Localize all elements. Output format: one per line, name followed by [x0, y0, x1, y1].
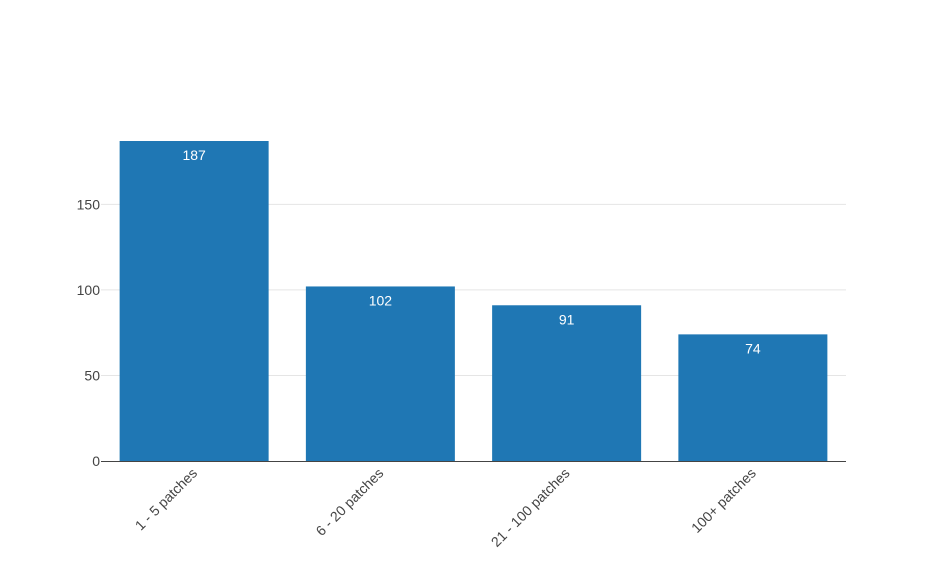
bar-value-label: 74 [745, 340, 761, 356]
data-labels: 187 102 91 74 [182, 147, 760, 356]
bar-value-label: 187 [182, 147, 206, 163]
bar [678, 334, 828, 461]
y-tick-label: 100 [77, 282, 101, 298]
y-tick-label: 150 [77, 196, 101, 212]
x-tick-label: 6 - 20 patches [312, 465, 386, 539]
bar [492, 305, 642, 461]
bars [119, 141, 828, 461]
x-tick-label: 21 - 100 patches [488, 465, 573, 550]
bar [305, 286, 455, 461]
bar-value-label: 91 [559, 311, 575, 327]
y-axis-ticks: 0 50 100 150 [77, 196, 101, 469]
bar [119, 141, 269, 461]
x-tick-label: 1 - 5 patches [132, 465, 201, 534]
y-tick-label: 50 [84, 367, 100, 383]
bar-value-label: 102 [369, 292, 393, 308]
y-tick-label: 0 [92, 453, 100, 469]
x-axis-ticks: 1 - 5 patches 6 - 20 patches 21 - 100 patc… [132, 465, 759, 550]
x-tick-label: 100+ patches [688, 465, 759, 536]
